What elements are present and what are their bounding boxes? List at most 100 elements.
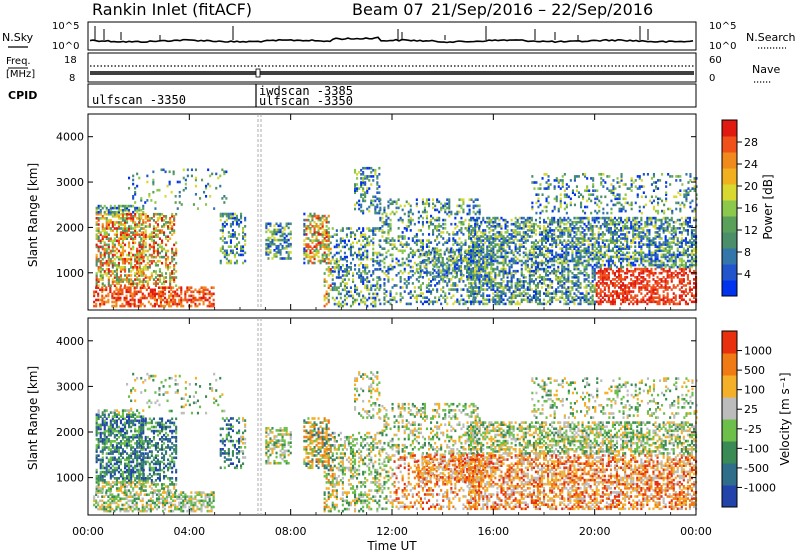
data-cell bbox=[595, 284, 598, 287]
data-cell bbox=[502, 280, 505, 283]
data-cell bbox=[528, 229, 531, 232]
data-cell bbox=[146, 268, 149, 271]
data-cell bbox=[538, 227, 541, 230]
data-cell bbox=[591, 225, 594, 228]
nave-label: Nave bbox=[752, 63, 780, 76]
data-cell bbox=[381, 216, 384, 220]
data-cell bbox=[403, 212, 406, 216]
data-cell bbox=[173, 243, 176, 247]
data-cell bbox=[113, 210, 116, 214]
data-cell bbox=[378, 276, 381, 279]
data-cell bbox=[573, 302, 576, 306]
data-cell bbox=[238, 233, 241, 236]
data-cell bbox=[383, 284, 386, 287]
data-cell bbox=[277, 228, 280, 232]
data-cell bbox=[565, 218, 568, 222]
data-cell bbox=[144, 253, 147, 257]
data-cell bbox=[125, 294, 128, 298]
data-cell bbox=[121, 290, 124, 294]
data-cell bbox=[343, 257, 346, 261]
cpid-entry-3: ulfscan -3350 bbox=[259, 94, 353, 108]
data-cell bbox=[597, 235, 600, 238]
data-cell bbox=[379, 202, 382, 206]
data-cell bbox=[364, 181, 367, 184]
data-cell bbox=[593, 284, 596, 287]
data-cell bbox=[153, 302, 156, 306]
data-cell bbox=[522, 286, 525, 289]
data-cell bbox=[158, 278, 161, 281]
data-cell bbox=[119, 288, 122, 292]
data-cell bbox=[496, 261, 499, 265]
data-cell bbox=[378, 211, 381, 215]
data-cell bbox=[389, 222, 392, 226]
data-cell bbox=[597, 216, 600, 220]
data-cell bbox=[113, 284, 116, 287]
data-cell bbox=[225, 212, 228, 216]
data-cell bbox=[170, 300, 173, 304]
data-cell bbox=[283, 240, 286, 244]
data-cell bbox=[425, 290, 428, 293]
data-cell bbox=[231, 233, 234, 236]
data-cell bbox=[591, 296, 594, 299]
data-cell bbox=[134, 223, 137, 226]
data-cell bbox=[446, 284, 449, 287]
data-cell bbox=[97, 237, 100, 240]
data-cell bbox=[524, 222, 527, 226]
data-cell bbox=[132, 217, 135, 220]
data-cell bbox=[97, 210, 100, 214]
data-cell bbox=[144, 237, 147, 240]
data-cell bbox=[579, 218, 582, 222]
data-cell bbox=[362, 264, 365, 267]
data-cell bbox=[417, 263, 420, 266]
data-cell bbox=[128, 225, 131, 228]
data-cell bbox=[121, 288, 124, 292]
data-cell bbox=[126, 206, 129, 210]
data-cell bbox=[415, 204, 418, 208]
data-cell bbox=[271, 232, 274, 236]
data-cell bbox=[345, 259, 348, 263]
data-cell bbox=[474, 284, 477, 287]
data-cell bbox=[587, 300, 590, 304]
data-cell bbox=[95, 237, 98, 240]
data-cell bbox=[345, 296, 348, 300]
data-cell bbox=[545, 220, 548, 224]
data-cell bbox=[611, 222, 614, 226]
data-cell bbox=[349, 251, 352, 255]
data-cell bbox=[486, 259, 489, 262]
data-cell bbox=[141, 286, 144, 289]
data-cell bbox=[313, 239, 316, 242]
data-cell bbox=[423, 208, 426, 212]
data-cell bbox=[279, 242, 282, 246]
data-cell bbox=[577, 255, 580, 259]
data-cell bbox=[321, 222, 324, 226]
data-cell bbox=[415, 241, 418, 244]
data-cell bbox=[331, 235, 334, 238]
data-cell bbox=[364, 245, 367, 249]
data-cell bbox=[136, 247, 139, 251]
data-cell bbox=[618, 296, 621, 299]
data-cell bbox=[233, 255, 236, 259]
data-cell bbox=[383, 222, 386, 226]
data-cell bbox=[603, 243, 606, 246]
data-cell bbox=[478, 243, 481, 246]
data-cell bbox=[121, 268, 124, 271]
data-cell bbox=[553, 257, 556, 261]
data-cell bbox=[103, 284, 106, 287]
data-cell bbox=[121, 227, 124, 230]
data-cell bbox=[376, 203, 379, 207]
data-cell bbox=[138, 215, 141, 218]
data-cell bbox=[510, 257, 513, 261]
data-cell bbox=[589, 253, 592, 257]
data-cell bbox=[476, 225, 479, 228]
data-cell bbox=[484, 257, 487, 261]
data-cell bbox=[567, 267, 570, 271]
data-cell bbox=[516, 294, 519, 297]
data-cell bbox=[93, 304, 96, 308]
data-cell bbox=[472, 278, 475, 281]
data-cell bbox=[575, 216, 578, 220]
data-cell bbox=[464, 257, 467, 261]
data-cell bbox=[474, 245, 477, 248]
data-cell bbox=[127, 300, 130, 304]
data-cell bbox=[389, 239, 392, 242]
data-cell bbox=[313, 212, 316, 216]
